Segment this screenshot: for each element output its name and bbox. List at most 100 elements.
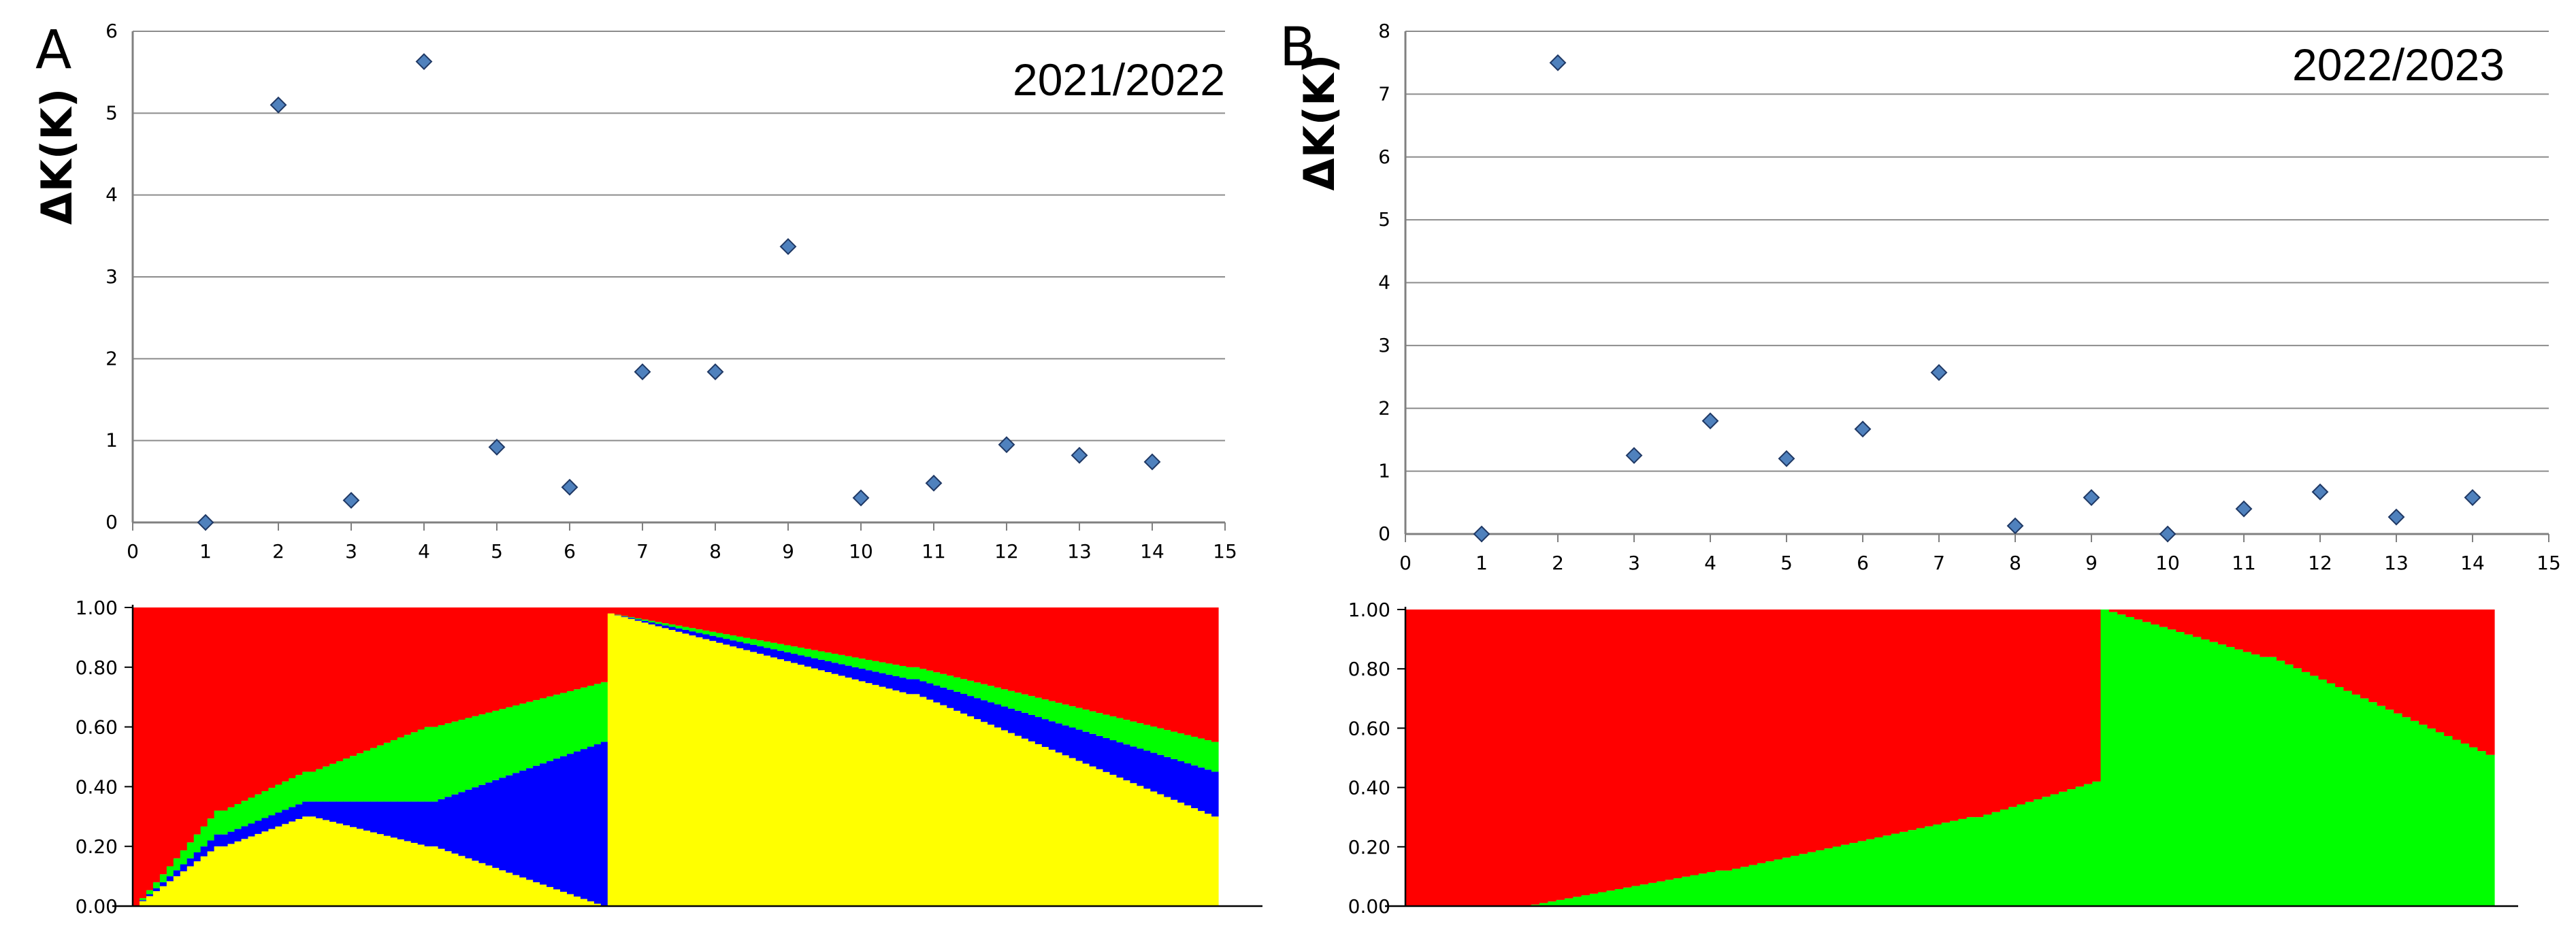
structure-a-bar-green bbox=[804, 648, 812, 657]
structure-a-bar-blue bbox=[885, 674, 894, 689]
structure-a-bar-blue bbox=[865, 670, 873, 684]
structure-a-bar-red bbox=[180, 607, 188, 851]
structure-a-bar-red bbox=[234, 607, 242, 805]
structure-a-bar-green bbox=[974, 682, 981, 699]
structure-a-bar-green bbox=[444, 723, 453, 797]
structure-a-bar-green bbox=[913, 667, 920, 680]
structure-a-bar-red bbox=[777, 607, 785, 644]
structure-b-bar-green bbox=[2217, 644, 2227, 906]
structure-b-bar-red bbox=[2234, 610, 2244, 650]
structure-a-bar-red bbox=[1205, 607, 1212, 741]
structure-b-bar-green bbox=[2176, 632, 2185, 906]
structure-a-bar-blue bbox=[777, 650, 785, 660]
structure-b-bar-green bbox=[2151, 624, 2160, 906]
structure-a-bar-blue bbox=[1184, 763, 1192, 805]
structure-a-bar-green bbox=[506, 707, 513, 775]
structure-a-bar-blue bbox=[981, 700, 988, 722]
structure-a-bar-yellow bbox=[268, 829, 276, 906]
structure-a-bar-red bbox=[960, 607, 968, 680]
scatter-b-point bbox=[2311, 483, 2329, 501]
structure-b-bar-green bbox=[2226, 647, 2236, 906]
structure-a-bar-blue bbox=[214, 834, 222, 847]
structure-a-bar-blue bbox=[648, 622, 656, 624]
scatter-b-point bbox=[2159, 525, 2176, 543]
structure-a-bar-blue bbox=[472, 787, 480, 861]
structure-a-bar-yellow bbox=[241, 839, 249, 906]
structure-a-bar-green bbox=[356, 753, 364, 802]
structure-b-bar-green bbox=[2343, 690, 2353, 906]
structure-a-bar-yellow bbox=[234, 841, 242, 906]
structure-a-bar-green bbox=[940, 673, 947, 688]
scatter-a-ytick-label: 6 bbox=[105, 20, 118, 42]
structure-b-bar-green bbox=[2452, 739, 2462, 906]
structure-a-bar-green bbox=[431, 727, 439, 802]
structure-a-bar-blue bbox=[350, 801, 357, 827]
scatter-b-xtick-label: 3 bbox=[1628, 552, 1640, 574]
structure-a-bar-yellow bbox=[275, 826, 282, 906]
structure-a-bar-red bbox=[214, 607, 222, 811]
structure-a-bar-blue bbox=[1007, 708, 1015, 733]
structure-a-bar-green bbox=[960, 679, 968, 695]
structure-a-bar-green bbox=[1116, 718, 1124, 743]
structure-a-bar-red bbox=[824, 607, 832, 653]
structure-a-bar-red bbox=[1028, 607, 1036, 697]
structure-a-bar-red bbox=[207, 607, 215, 819]
structure-a-bar-blue bbox=[323, 801, 330, 820]
structure-a-bar-blue bbox=[458, 792, 466, 856]
structure-a-bar-yellow bbox=[302, 816, 310, 906]
structure-a-bar-blue bbox=[933, 685, 941, 703]
structure-b-bar-green bbox=[2435, 732, 2445, 906]
structure-a-bar-blue bbox=[1116, 742, 1124, 778]
structure-b-bar-green bbox=[2008, 807, 2018, 906]
scatter-a-xtick-label: 8 bbox=[709, 540, 721, 563]
structure-b-bar-green bbox=[1908, 830, 1917, 906]
structure-a-bar-yellow bbox=[872, 684, 880, 906]
structure-a-bar-blue bbox=[988, 702, 995, 725]
structure-b-bar-red bbox=[1657, 610, 1666, 882]
structure-a-bar-blue bbox=[567, 754, 574, 895]
structure-a-bar-blue bbox=[974, 698, 981, 720]
structure-b-bar-red bbox=[1824, 610, 1833, 849]
structure-a-bar-green bbox=[641, 619, 649, 621]
scatter-a-xtick-label: 6 bbox=[564, 540, 576, 563]
structure-b-bar-red bbox=[2075, 610, 2085, 787]
structure-b-bar-green bbox=[2017, 804, 2026, 906]
structure-a-bar-yellow bbox=[343, 825, 350, 906]
scatter-a-xtick-label: 9 bbox=[782, 540, 794, 563]
structure-a-bar-green bbox=[1184, 735, 1192, 764]
structure-a-bar-red bbox=[1191, 607, 1199, 737]
structure-b-bar-green bbox=[2460, 744, 2470, 906]
structure-b-bar-green bbox=[1748, 865, 1758, 906]
scatter-a-xtick-label: 7 bbox=[636, 540, 649, 563]
structure-b-bar-red bbox=[2151, 610, 2160, 625]
structure-a-bar-green bbox=[858, 658, 866, 669]
structure-barplot-a: 0.00 0.20 0.40 0.60 0.80 1.00 bbox=[76, 597, 1262, 918]
structure-b-bar-green bbox=[1958, 818, 1968, 906]
structure-a-bar-blue bbox=[444, 797, 453, 852]
structure-a-bar-green bbox=[851, 657, 860, 667]
structure-b-bar-green bbox=[1581, 895, 1591, 906]
structure-a-bar-green bbox=[547, 696, 554, 761]
structure-b-bar-red bbox=[1832, 610, 1842, 847]
structure-b-bar-green bbox=[1539, 903, 1548, 906]
structure-a-bar-green bbox=[1103, 714, 1111, 738]
structure-a-bar-green bbox=[275, 784, 282, 813]
structure-a-bar-green bbox=[668, 624, 676, 627]
structure-b-bar-green bbox=[2360, 698, 2369, 906]
structure-a-bar-green bbox=[370, 748, 378, 802]
structure-b-bar-green bbox=[2469, 747, 2478, 906]
structure-a-bar-blue bbox=[152, 888, 161, 892]
structure-a-bar-blue bbox=[451, 794, 459, 854]
structure-a-bar-yellow bbox=[662, 628, 670, 906]
structure-a-bar-blue bbox=[736, 641, 744, 648]
scatter-a-point bbox=[488, 438, 506, 456]
structure-a-bar-yellow bbox=[689, 635, 697, 906]
structure-b-bar-red bbox=[1439, 610, 1448, 906]
structure-a-bar-red bbox=[268, 607, 276, 788]
structure-a-bar-blue bbox=[913, 679, 920, 695]
structure-a-bar-blue bbox=[397, 801, 405, 839]
structure-b-bar-green bbox=[2394, 713, 2403, 906]
structure-a-ytick-label: 0.80 bbox=[76, 656, 118, 679]
structure-b-bar-red bbox=[2477, 610, 2487, 752]
structure-a-bar-blue bbox=[512, 773, 520, 875]
